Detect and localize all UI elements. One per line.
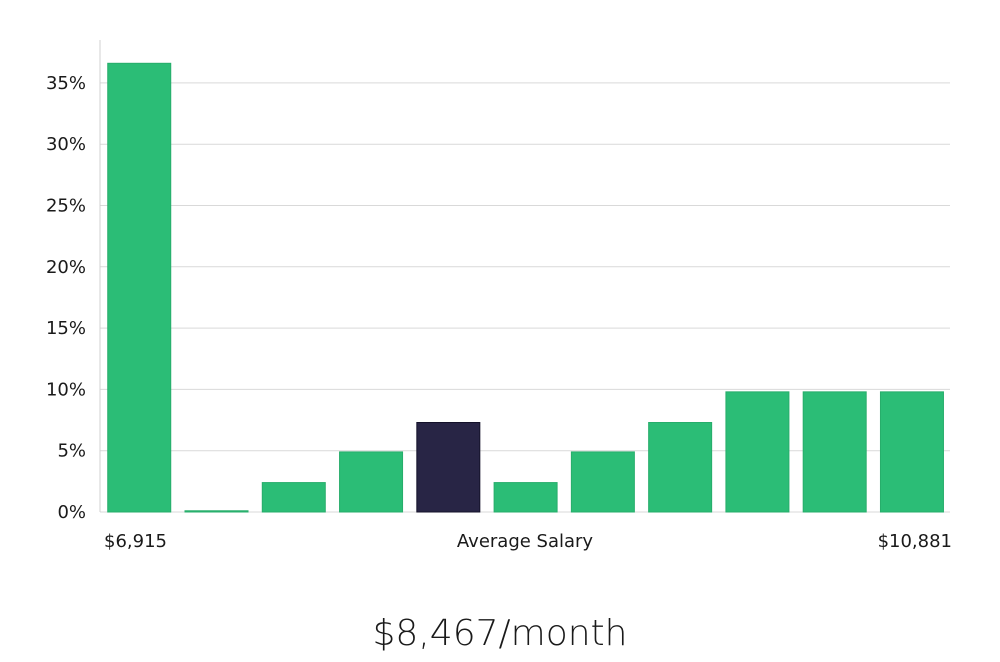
bar <box>802 391 867 513</box>
x-axis-max-label: $10,881 <box>878 531 952 552</box>
x-axis-title: Average Salary <box>457 531 594 552</box>
bar <box>493 482 558 513</box>
y-tick-label: 25% <box>46 196 86 217</box>
bar <box>879 391 944 513</box>
bar-highlighted <box>416 422 481 513</box>
bar <box>570 451 635 513</box>
y-tick-label: 30% <box>46 134 86 155</box>
y-tick-label: 15% <box>46 318 86 339</box>
y-axis-tick-labels: 0% 5% 10% 15% 20% 25% 30% 35% <box>46 73 86 523</box>
x-axis-min-label: $6,915 <box>104 531 167 552</box>
bar <box>184 510 249 513</box>
gridlines <box>100 82 950 513</box>
bar <box>107 62 172 513</box>
bar <box>261 482 326 513</box>
y-tick-label: 10% <box>46 379 86 400</box>
salary-distribution-chart: 0% 5% 10% 15% 20% 25% 30% 35% $6,915 Average Sa… <box>46 40 952 552</box>
bar <box>339 451 404 513</box>
bar <box>648 422 713 513</box>
bar <box>725 391 790 513</box>
y-tick-label: 20% <box>46 257 86 278</box>
y-tick-label: 0% <box>57 502 86 523</box>
y-tick-label: 5% <box>57 441 86 462</box>
average-monthly-salary: $8,467/month <box>372 613 628 654</box>
bars <box>107 62 944 513</box>
y-tick-label: 35% <box>46 73 86 94</box>
